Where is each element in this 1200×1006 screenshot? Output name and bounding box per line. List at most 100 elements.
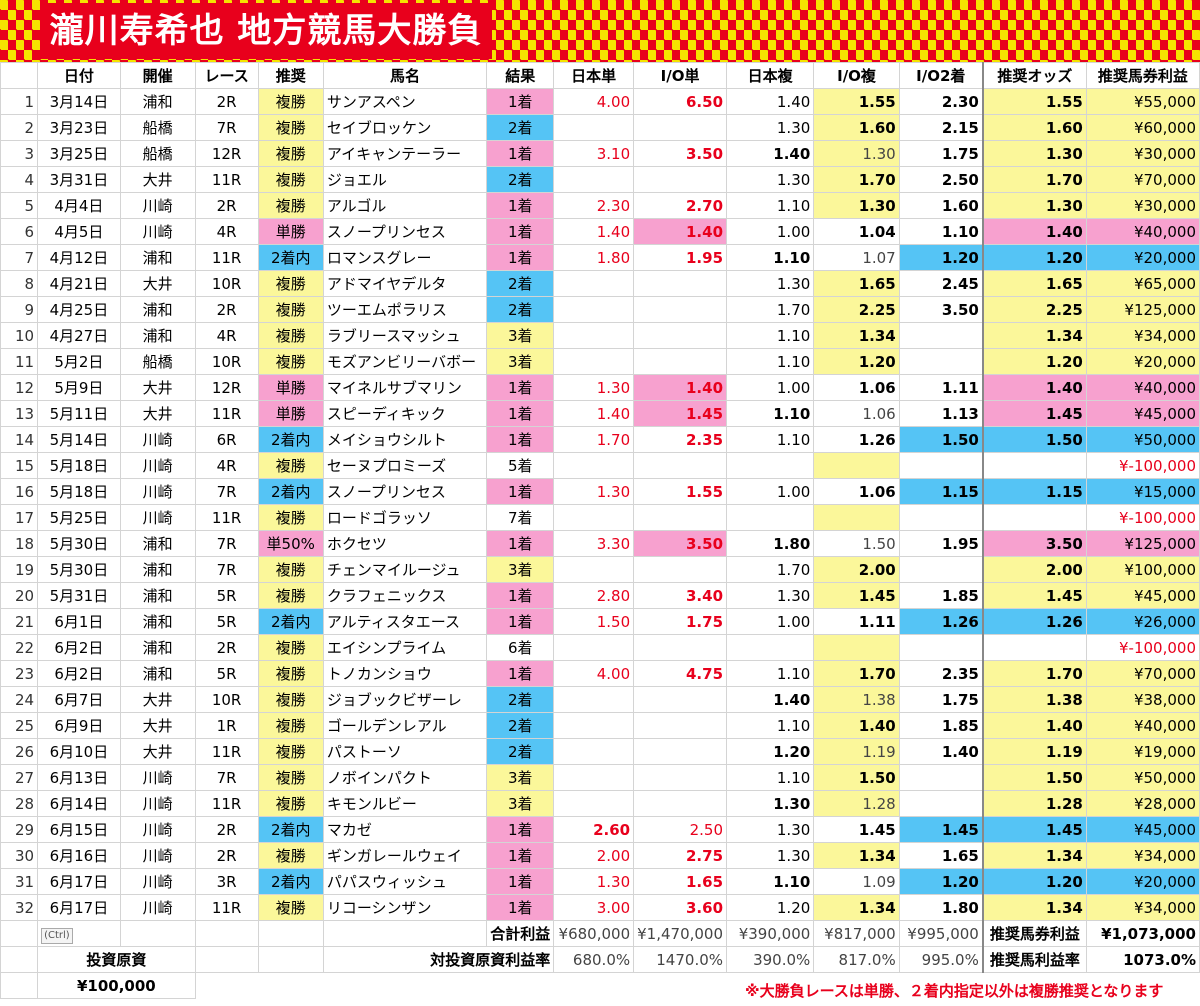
recommend-cell[interactable]: 単勝	[257, 218, 324, 245]
row-number[interactable]: 24	[0, 686, 39, 713]
rec-profit-cell[interactable]: ¥40,000	[1085, 218, 1200, 245]
row-number[interactable]: 25	[0, 712, 39, 739]
io-win-cell[interactable]: 2.70	[633, 192, 728, 219]
rec-odds-cell[interactable]: 1.20	[981, 348, 1087, 375]
result-cell[interactable]: 1着	[486, 530, 555, 557]
date-cell[interactable]: 5月2日	[37, 348, 121, 375]
io-2nd-cell[interactable]: 1.60	[898, 192, 984, 219]
jp-win-cell[interactable]: 1.40	[553, 400, 635, 427]
rec-odds-cell[interactable]	[981, 634, 1087, 661]
row-number[interactable]: 19	[0, 556, 39, 583]
horse-cell[interactable]: マカゼ	[322, 816, 488, 843]
rec-profit-cell[interactable]: ¥34,000	[1085, 322, 1200, 349]
date-cell[interactable]: 4月5日	[37, 218, 121, 245]
rec-odds-cell[interactable]: 1.34	[981, 842, 1087, 869]
row-number[interactable]: 7	[0, 244, 39, 271]
result-cell[interactable]: 1着	[486, 218, 555, 245]
row-number[interactable]: 16	[0, 478, 39, 505]
total-jp-win[interactable]: ¥680,000	[553, 920, 635, 947]
io-place-cell[interactable]: 1.20	[813, 348, 900, 375]
row-number[interactable]: 9	[0, 296, 39, 323]
io-place-cell[interactable]: 1.50	[813, 764, 900, 791]
horse-cell[interactable]: スノープリンセス	[322, 478, 488, 505]
row-number[interactable]: 11	[0, 348, 39, 375]
row-number[interactable]: 12	[0, 374, 39, 401]
race-cell[interactable]: 7R	[194, 764, 259, 791]
horse-cell[interactable]: ジョブックビザーレ	[322, 686, 488, 713]
row-number[interactable]: 14	[0, 426, 39, 453]
jp-place-cell[interactable]: 1.30	[726, 114, 815, 141]
venue-cell[interactable]: 大井	[119, 166, 196, 193]
row-number[interactable]	[0, 972, 39, 999]
rec-odds-cell[interactable]	[981, 452, 1087, 479]
total-label[interactable]: 合計利益	[486, 920, 555, 947]
jp-place-cell[interactable]: 1.00	[726, 608, 815, 635]
row-number[interactable]: 30	[0, 842, 39, 869]
rec-profit-cell[interactable]: ¥45,000	[1085, 816, 1200, 843]
rate-io-2nd[interactable]: 995.0%	[898, 946, 984, 973]
capital-label[interactable]: 投資原資	[37, 946, 196, 973]
result-cell[interactable]: 2着	[486, 686, 555, 713]
io-win-cell[interactable]	[633, 270, 728, 297]
race-cell[interactable]: 1R	[194, 712, 259, 739]
rec-profit-cell[interactable]: ¥20,000	[1085, 348, 1200, 375]
row-number[interactable]: 32	[0, 894, 39, 921]
horse-cell[interactable]: モズアンビリーバボー	[322, 348, 488, 375]
jp-win-cell[interactable]	[553, 556, 635, 583]
jp-place-cell[interactable]	[726, 452, 815, 479]
io-place-cell[interactable]: 1.07	[813, 244, 900, 271]
io-2nd-cell[interactable]: 2.50	[898, 166, 984, 193]
io-2nd-cell[interactable]: 1.13	[898, 400, 984, 427]
jp-win-cell[interactable]	[553, 504, 635, 531]
venue-cell[interactable]: 浦和	[119, 556, 196, 583]
rec-profit-cell[interactable]: ¥70,000	[1085, 166, 1200, 193]
result-cell[interactable]: 1着	[486, 660, 555, 687]
rec-odds-cell[interactable]: 1.26	[981, 608, 1087, 635]
io-2nd-cell[interactable]: 1.50	[898, 426, 984, 453]
rec-odds-cell[interactable]: 1.70	[981, 660, 1087, 687]
row-number[interactable]: 28	[0, 790, 39, 817]
io-place-cell[interactable]: 1.06	[813, 374, 900, 401]
rec-odds-cell[interactable]: 1.28	[981, 790, 1087, 817]
race-cell[interactable]: 11R	[194, 400, 259, 427]
jp-place-cell[interactable]: 1.30	[726, 816, 815, 843]
rec-odds-cell[interactable]: 1.34	[981, 894, 1087, 921]
venue-cell[interactable]: 大井	[119, 374, 196, 401]
race-cell[interactable]: 11R	[194, 166, 259, 193]
row-number[interactable]: 22	[0, 634, 39, 661]
jp-place-cell[interactable]: 1.10	[726, 660, 815, 687]
jp-win-cell[interactable]: 2.80	[553, 582, 635, 609]
jp-win-cell[interactable]: 1.70	[553, 426, 635, 453]
venue-cell[interactable]: 浦和	[119, 660, 196, 687]
venue-cell[interactable]: 川崎	[119, 842, 196, 869]
recommend-cell[interactable]: 複勝	[257, 296, 324, 323]
recommend-cell[interactable]: 複勝	[257, 166, 324, 193]
horse-cell[interactable]: マイネルサブマリン	[322, 374, 488, 401]
rate-jp-place[interactable]: 390.0%	[726, 946, 815, 973]
io-place-cell[interactable]: 1.60	[813, 114, 900, 141]
race-cell[interactable]: 11R	[194, 790, 259, 817]
result-cell[interactable]: 2着	[486, 738, 555, 765]
result-cell[interactable]: 1着	[486, 868, 555, 895]
io-win-cell[interactable]	[633, 452, 728, 479]
date-cell[interactable]: 4月4日	[37, 192, 121, 219]
recommend-cell[interactable]: 複勝	[257, 660, 324, 687]
venue-cell[interactable]: 船橋	[119, 348, 196, 375]
recommend-cell[interactable]: 単50%	[257, 530, 324, 557]
io-place-cell[interactable]: 1.34	[813, 842, 900, 869]
horse-cell[interactable]: アルゴル	[322, 192, 488, 219]
cell[interactable]	[257, 920, 324, 947]
io-2nd-cell[interactable]	[898, 764, 984, 791]
io-2nd-cell[interactable]: 1.26	[898, 608, 984, 635]
io-win-cell[interactable]: 2.75	[633, 842, 728, 869]
race-cell[interactable]: 11R	[194, 244, 259, 271]
jp-win-cell[interactable]: 1.50	[553, 608, 635, 635]
recommend-cell[interactable]: 複勝	[257, 582, 324, 609]
horse-cell[interactable]: アドマイヤデルタ	[322, 270, 488, 297]
io-place-cell[interactable]: 1.50	[813, 530, 900, 557]
recommend-cell[interactable]: 複勝	[257, 842, 324, 869]
jp-win-cell[interactable]	[553, 348, 635, 375]
horse-cell[interactable]: ラブリースマッシュ	[322, 322, 488, 349]
rec-profit-cell[interactable]: ¥30,000	[1085, 192, 1200, 219]
recommend-cell[interactable]: 2着内	[257, 244, 324, 271]
